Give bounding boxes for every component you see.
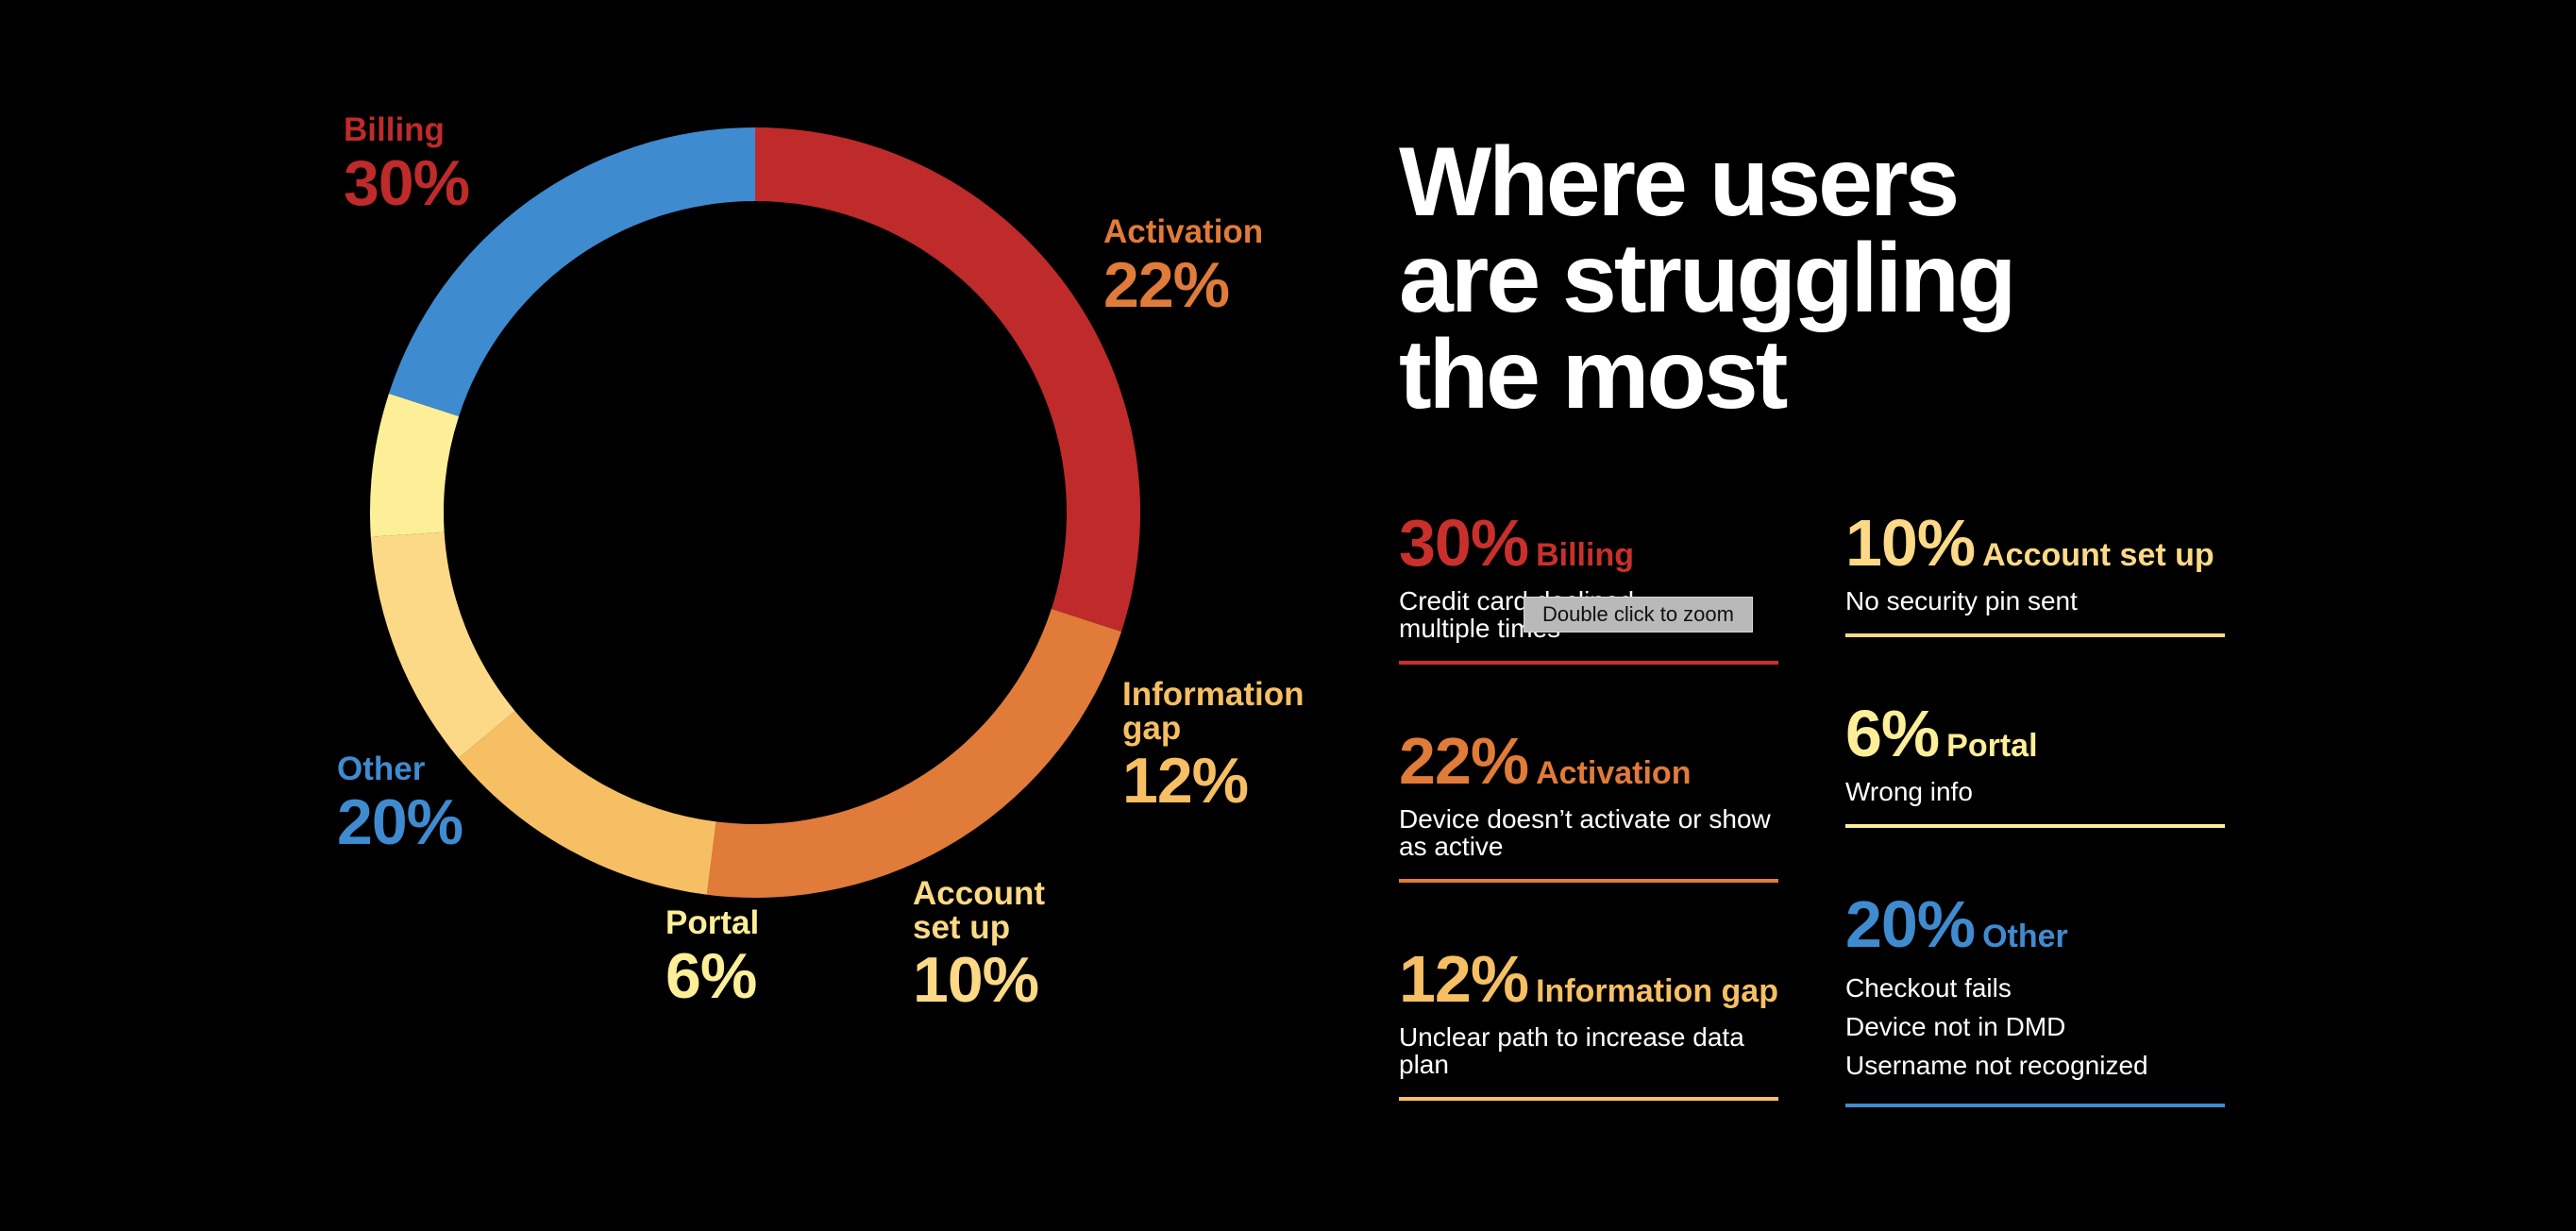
card-divider: [1845, 824, 2225, 828]
card-percent: 12%: [1399, 942, 1529, 1016]
card-percent: 6%: [1845, 697, 1940, 770]
slice-name-billing: Billing: [344, 111, 445, 148]
card-percent: 30%: [1399, 506, 1529, 580]
card-label: Billing: [1536, 537, 1634, 573]
card-description: Username not recognized: [1845, 1051, 2148, 1080]
card-description: Checkout fails: [1845, 973, 2012, 1003]
card-divider: [1399, 661, 1778, 665]
card-description: Device doesn’t activate or show: [1399, 804, 1771, 834]
card-information-gap: 12% Information gap Unclear path to incre…: [1399, 946, 1778, 1101]
card-percent: 10%: [1845, 506, 1976, 580]
card-label: Information gap: [1536, 973, 1778, 1009]
slice-value-billing: 30%: [344, 146, 470, 219]
slice-label-activation: Activation 22%: [1103, 215, 1263, 317]
card-divider: [1399, 1097, 1778, 1101]
slice-label-account-set-up: Account set up 10%: [913, 875, 1045, 1017]
slice-value-portal: 6%: [665, 939, 757, 1012]
slice-value-information-gap: 12%: [1122, 745, 1249, 818]
slice-name-account-set-up: Account set up: [913, 875, 1045, 946]
slice-name-other: Other: [337, 750, 426, 787]
slice-name-activation: Activation: [1103, 213, 1264, 250]
donut-slice-portal: [370, 393, 460, 537]
donut-slice-information-gap: [458, 711, 716, 895]
card-percent: 20%: [1845, 887, 1976, 961]
card-other: 20% Other Checkout fails Device not in DM…: [1845, 891, 2225, 1107]
card-percent: 22%: [1399, 724, 1529, 798]
slice-label-billing: Billing 30%: [344, 111, 470, 219]
slice-label-other: Other 20%: [337, 752, 463, 854]
card-portal: 6% Portal Wrong info: [1845, 700, 2225, 828]
slice-value-other: 20%: [337, 785, 463, 858]
card-divider: [1845, 633, 2225, 637]
donut-chart: [370, 127, 1140, 898]
card-activation: 22% Activation Device doesn’t activate or…: [1399, 728, 1778, 883]
donut-slice-other: [388, 127, 755, 417]
card-account-set-up: 10% Account set up No security pin sent: [1845, 510, 2225, 637]
card-description: Wrong info: [1845, 777, 1973, 806]
card-label: Activation: [1536, 755, 1692, 791]
card-description: as active: [1399, 832, 1504, 861]
donut-slice-billing: [755, 127, 1140, 632]
card-description: No security pin sent: [1845, 586, 2078, 616]
slice-value-account-set-up: 10%: [913, 944, 1039, 1017]
card-description: plan: [1399, 1050, 1449, 1079]
card-divider: [1845, 1104, 2225, 1107]
slice-name-portal: Portal: [665, 904, 760, 941]
donut-slice-account-set-up: [370, 531, 515, 759]
card-label: Portal: [1946, 728, 2038, 764]
headline: Where users are struggling the most: [1399, 127, 2016, 430]
card-description: Device not in DMD: [1845, 1012, 2066, 1041]
card-billing: 30% Billing Credit card declined multiple…: [1399, 510, 1778, 665]
slice-name-information-gap: Information gap: [1122, 676, 1305, 747]
slice-label-portal: Portal 6%: [665, 906, 759, 1008]
card-label: Other: [1982, 919, 2068, 954]
card-label: Account set up: [1982, 537, 2214, 573]
donut-slice-activation: [706, 608, 1122, 898]
slice-label-information-gap: Information gap 12%: [1122, 676, 1305, 818]
slice-value-activation: 22%: [1103, 248, 1230, 321]
zoom-tooltip: Double click to zoom: [1524, 597, 1753, 632]
card-description: Unclear path to increase data: [1399, 1022, 1744, 1052]
card-divider: [1399, 879, 1778, 883]
